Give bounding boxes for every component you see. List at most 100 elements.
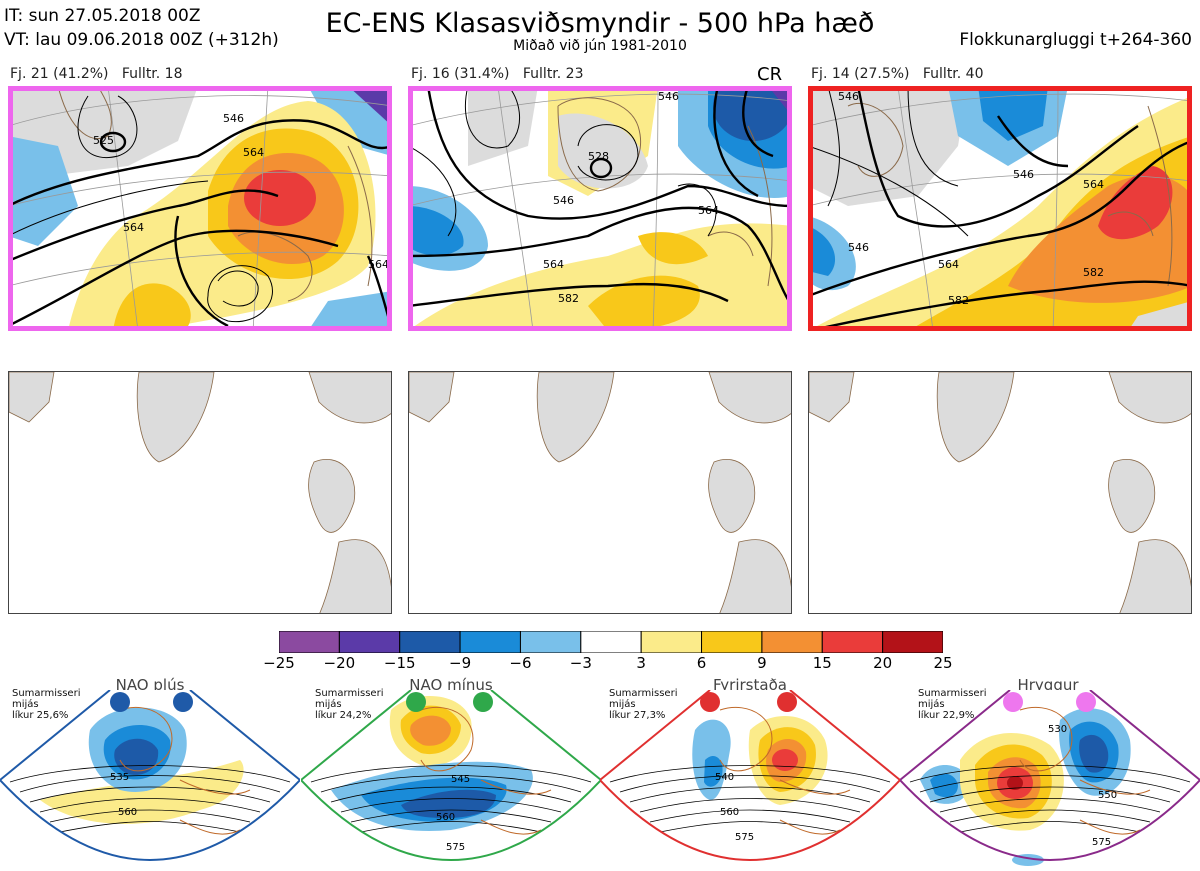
cluster-2-contour-label: 582 [558, 292, 579, 305]
cluster-2-map: 528 546 546 564 564 582 [408, 86, 792, 331]
cluster-3-contour-label: 564 [938, 258, 959, 271]
colorbar-swatch [640, 630, 703, 654]
empty-map-2-land [409, 372, 791, 613]
colorbar-tick-label: −3 [569, 654, 592, 672]
regime-1-map: 535 560 [0, 690, 300, 861]
anomaly-colorbar [278, 630, 944, 654]
regime-3-contour-label: 575 [735, 832, 754, 843]
empty-map-1 [8, 371, 392, 614]
cluster-1-contour-label: 525 [93, 134, 114, 147]
regime-1-title: NAO plús [115, 676, 185, 694]
cluster-3-anomaly-field: 546 546 546 564 564 582 582 [808, 86, 1192, 331]
colorbar-swatch [278, 630, 340, 654]
regime-1-note-line: mijás [12, 699, 39, 710]
cluster-1-contour-label: 564 [368, 258, 389, 271]
colorbar-swatch [821, 630, 884, 654]
cluster-3-label: Fj. 14 (27.5%) Fulltr. 40 [811, 66, 984, 82]
regime-4-contour-label: 550 [1098, 790, 1117, 801]
colorbar-swatch [882, 630, 944, 654]
colorbar-tick-label: −15 [383, 654, 416, 672]
regime-1-dot [173, 692, 193, 712]
cluster-3-map: 546 546 546 564 564 582 582 [808, 86, 1192, 331]
colorbar-swatch [701, 630, 763, 654]
regime-1-contour-label: 560 [118, 807, 137, 818]
cluster-2-contour-label: 564 [543, 258, 564, 271]
regime-3-note-line: Sumarmisseri [609, 688, 678, 699]
cluster-3-frame [808, 86, 1192, 331]
page-subtitle: Miðað við jún 1981-2010 [513, 38, 687, 54]
regime-1-note-line: líkur 25,6% [12, 710, 69, 721]
empty-map-1-land [9, 372, 391, 613]
colorbar-tick-label: −6 [509, 654, 532, 672]
classification-window: Flokkunargluggi t+264-360 [959, 30, 1192, 50]
colorbar-tick-label: 9 [757, 654, 767, 672]
colorbar-tick-label: −9 [449, 654, 472, 672]
cluster-1-rep: Fulltr. 18 [121, 66, 183, 82]
colorbar-tick-label: 3 [636, 654, 646, 672]
run-info: IT: sun 27.05.2018 00Z VT: lau 09.06.201… [4, 4, 279, 52]
cluster-2-frame [408, 86, 792, 331]
regime-3-map: 540 560 575 [600, 690, 900, 861]
regime-3-note-line: líkur 27,3% [609, 710, 666, 721]
regime-1-note: Sumarmisseri mijás líkur 25,6% [12, 688, 80, 721]
colorbar-swatch [338, 630, 401, 654]
colorbar-tick-labels: −25 −20 −15 −9 −6 −3 3 6 9 15 20 25 [263, 654, 952, 674]
regime-2-note-line: mijás [315, 699, 342, 710]
cluster-1-contour-label: 564 [123, 221, 144, 234]
regime-4-contour-label: 530 [1048, 724, 1067, 735]
regime-2-dot [406, 692, 426, 712]
regime-2-title: NAO mínus [409, 676, 493, 694]
regime-2-map: 545 560 575 [301, 690, 601, 861]
regime-4-note-line: líkur 22,9% [918, 710, 975, 721]
colorbar-swatch [580, 630, 642, 654]
colorbar-tick-label: 20 [873, 654, 893, 672]
init-time: IT: sun 27.05.2018 00Z [4, 6, 201, 26]
regime-2-contour-label: 575 [446, 842, 465, 853]
regime-4-note-line: Sumarmisseri [918, 688, 987, 699]
cluster-3-contour-label: 546 [838, 90, 859, 103]
regime-4-map: 530 550 575 [900, 690, 1200, 866]
cluster-3-contour-label: 546 [848, 241, 869, 254]
regime-3-contour-label: 560 [720, 807, 739, 818]
regime-4-note-line: mijás [918, 699, 945, 710]
regime-3-dot [700, 692, 720, 712]
regime-2-note: Sumarmisseri mijás líkur 24,2% [315, 688, 383, 721]
colorbar-tick-label: 15 [812, 654, 832, 672]
regime-4-dot [1076, 692, 1096, 712]
cluster-3-contour-label: 564 [1083, 178, 1104, 191]
regime-4-dot [1003, 692, 1023, 712]
regime-2-dot [473, 692, 493, 712]
colorbar-swatch [519, 630, 582, 654]
cluster-2-contour-label: 528 [588, 150, 609, 163]
cluster-3-contour-label: 546 [1013, 168, 1034, 181]
cluster-1-contour-label: 564 [243, 146, 264, 159]
regime-1-dot [110, 692, 130, 712]
colorbar-tick-label: −20 [323, 654, 356, 672]
cluster-2-contour-label: 546 [553, 194, 574, 207]
cluster-2-contour-label: 546 [658, 90, 679, 103]
cluster-1-map: 525 546 564 564 564 [8, 86, 392, 331]
cluster-1-size: Fj. 21 (41.2%) [10, 66, 109, 82]
cluster-2-anomaly-field: 528 546 546 564 564 582 [408, 86, 792, 331]
regime-1-note-line: Sumarmisseri [12, 688, 81, 699]
regime-3-contour-label: 540 [715, 772, 734, 783]
regime-3-note-line: mijás [609, 699, 636, 710]
climatological-regime-tag: CR [757, 64, 783, 85]
regime-3-title: Fyrirstaða [713, 676, 787, 694]
empty-map-2 [408, 371, 792, 614]
cluster-1-contour-label: 546 [223, 112, 244, 125]
colorbar-swatch [399, 630, 461, 654]
cluster-3-rep: Fulltr. 40 [922, 66, 984, 82]
regime-2-note-line: líkur 24,2% [315, 710, 372, 721]
colorbar-swatch [761, 630, 823, 654]
cluster-3-contour-label: 582 [1083, 266, 1104, 279]
regime-3-dot [777, 692, 797, 712]
regime-3-note: Sumarmisseri mijás líkur 27,3% [609, 688, 677, 721]
page-title: EC-ENS Klasasviðsmyndir - 500 hPa hæð [325, 8, 875, 39]
valid-time: VT: lau 09.06.2018 00Z (+312h) [4, 30, 279, 50]
colorbar-tick-label: 6 [696, 654, 707, 672]
regime-2-contour-label: 545 [451, 774, 470, 785]
cluster-1-frame [8, 86, 392, 331]
regime-4-note: Sumarmisseri mijás líkur 22,9% [918, 688, 986, 721]
regime-2-contour-label: 560 [436, 812, 455, 823]
